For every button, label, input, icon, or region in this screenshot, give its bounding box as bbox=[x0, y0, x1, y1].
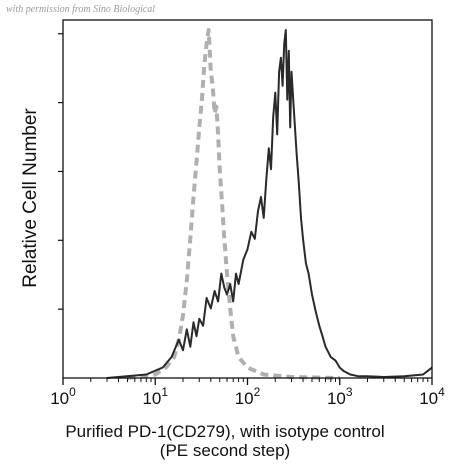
x-axis-label-line-1: Purified PD-1(CD279), with isotype contr… bbox=[65, 422, 385, 441]
plot-frame bbox=[62, 19, 433, 379]
tick-label-layer: 100 101 102 103 104 bbox=[50, 385, 445, 408]
y-axis-label: Relative Cell Number bbox=[20, 108, 41, 288]
series-layer bbox=[106, 28, 433, 380]
x-tick-label: 104 bbox=[419, 385, 445, 408]
x-axis-label: Purified PD-1(CD279), with isotype contr… bbox=[0, 422, 450, 460]
watermark-text: with permission from Sino Biological bbox=[6, 4, 156, 15]
x-tick-label: 100 bbox=[50, 385, 76, 408]
axes-layer bbox=[58, 19, 433, 385]
x-tick-label: 101 bbox=[142, 385, 168, 408]
x-tick-label: 102 bbox=[235, 385, 261, 408]
x-tick-label: 103 bbox=[327, 385, 353, 408]
histogram-series-2 bbox=[106, 29, 433, 379]
x-axis-label-line-2: (PE second step) bbox=[159, 441, 291, 460]
histogram-series-1 bbox=[127, 28, 340, 380]
